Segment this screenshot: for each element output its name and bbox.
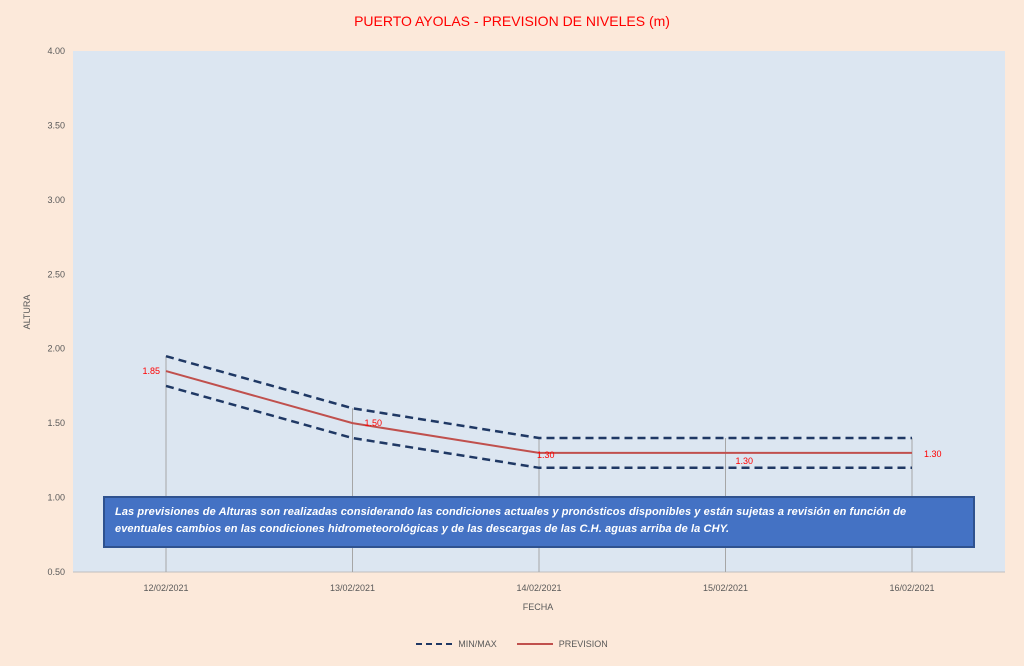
legend-swatch-minmax (416, 643, 453, 645)
x-tick-label: 15/02/2021 (703, 583, 748, 593)
chart-title: PUERTO AYOLAS - PREVISION DE NIVELES (m) (354, 13, 670, 29)
prevision-data-label: 1.85 (142, 366, 160, 376)
y-tick-label: 2.50 (47, 269, 65, 279)
x-axis-title: FECHA (523, 602, 554, 612)
x-tick-label: 16/02/2021 (889, 583, 934, 593)
y-tick-label: 4.00 (47, 46, 65, 56)
forecast-disclaimer-text: Las previsiones de Alturas son realizada… (115, 506, 907, 535)
minmax-upper-line (165, 354, 912, 440)
y-tick-label: 3.50 (47, 120, 65, 130)
y-axis-title: ALTURA (22, 295, 32, 330)
y-tick-label: 1.50 (47, 418, 65, 428)
prevision-data-label: 1.30 (924, 449, 942, 459)
minmax-lower-line (165, 384, 912, 470)
prevision-data-label: 1.50 (365, 418, 383, 428)
prevision-data-label: 1.30 (736, 456, 754, 466)
legend-item-minmax: MIN/MAX (416, 639, 497, 649)
legend-swatch-prevision (516, 643, 553, 645)
y-tick-label: 3.00 (47, 195, 65, 205)
legend-item-prevision: PREVISION (516, 639, 608, 649)
x-tick-label: 12/02/2021 (143, 583, 188, 593)
x-tick-label: 14/02/2021 (516, 583, 561, 593)
y-tick-label: 2.00 (47, 344, 65, 354)
legend-label-minmax: MIN/MAX (458, 639, 497, 649)
y-tick-label: 0.50 (47, 567, 65, 577)
forecast-disclaimer-box: Las previsiones de Alturas son realizada… (103, 496, 975, 548)
y-tick-label: 1.00 (47, 493, 65, 503)
chart-legend: MIN/MAX PREVISION (0, 634, 1024, 654)
x-tick-label: 13/02/2021 (330, 583, 375, 593)
legend-label-prevision: PREVISION (558, 639, 608, 649)
prevision-line (165, 370, 912, 454)
prevision-data-label: 1.30 (537, 450, 555, 460)
